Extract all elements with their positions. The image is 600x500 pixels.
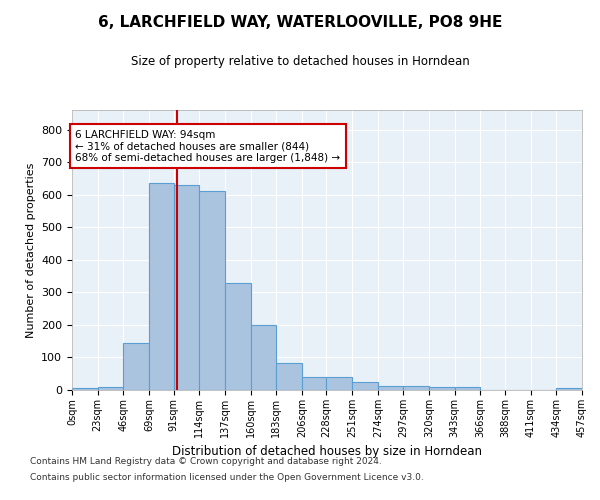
Bar [403, 386, 429, 390]
Bar [124, 344, 149, 390]
Text: Contains public sector information licensed under the Open Government Licence v3: Contains public sector information licen… [30, 472, 424, 482]
Bar [225, 282, 251, 390]
Bar [429, 386, 455, 390]
Text: 6, LARCHFIELD WAY, WATERLOOVILLE, PO8 9HE: 6, LARCHFIELD WAY, WATERLOOVILLE, PO8 9H… [98, 15, 502, 30]
X-axis label: Distribution of detached houses by size in Horndean: Distribution of detached houses by size … [172, 446, 482, 458]
Bar [455, 388, 481, 390]
Bar [326, 378, 352, 390]
Bar [276, 363, 302, 390]
Bar [352, 382, 378, 390]
Bar [173, 184, 199, 390]
Text: Size of property relative to detached houses in Horndean: Size of property relative to detached ho… [131, 55, 469, 68]
Bar [302, 378, 326, 390]
Bar [149, 182, 173, 390]
Bar [199, 191, 225, 390]
Bar [556, 388, 582, 390]
Bar [378, 386, 403, 390]
Bar [98, 388, 124, 390]
Text: 6 LARCHFIELD WAY: 94sqm
← 31% of detached houses are smaller (844)
68% of semi-d: 6 LARCHFIELD WAY: 94sqm ← 31% of detache… [76, 130, 340, 162]
Text: Contains HM Land Registry data © Crown copyright and database right 2024.: Contains HM Land Registry data © Crown c… [30, 458, 382, 466]
Y-axis label: Number of detached properties: Number of detached properties [26, 162, 35, 338]
Bar [72, 388, 98, 390]
Bar [251, 325, 276, 390]
